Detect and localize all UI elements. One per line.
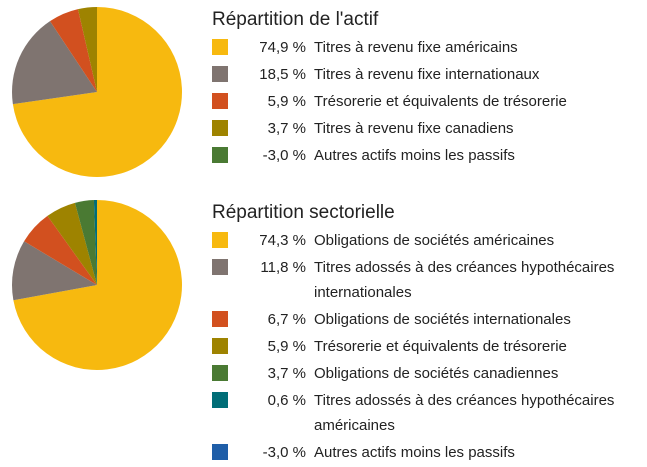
legend-label: Trésorerie et équivalents de trésorerie: [314, 93, 567, 110]
value-label: 6,7 %: [267, 311, 306, 328]
legend-swatch: [212, 444, 228, 460]
value-label: -3,0 %: [262, 147, 306, 164]
legend-label: Titres adossés à des créances hypothécai…: [314, 259, 615, 301]
legend-label: Autres actifs moins les passifs: [314, 444, 515, 461]
value-label: 3,7 %: [267, 120, 306, 137]
legend: Répartition sectorielle 74,3 % Obligations…: [212, 201, 642, 467]
pie-slice: [11, 241, 97, 301]
value-label: 11,8 %: [260, 259, 306, 276]
legend-item: 3,7 % Obligations de sociétés canadiennes: [212, 361, 642, 386]
legend-item: 3,7 % Titres à revenu fixe canadiens: [212, 116, 642, 141]
value-label: 5,9 %: [267, 93, 306, 110]
legend-label: Obligations de sociétés américaines: [314, 232, 555, 249]
legend-swatch: [212, 259, 228, 275]
legend-item: 5,9 % Trésorerie et équivalents de trésor…: [212, 334, 642, 359]
legend-item: 74,9 % Titres à revenu fixe américains: [212, 35, 642, 60]
pie-slice: [12, 7, 182, 177]
legend-swatch: [212, 365, 228, 381]
legend-title: Répartition sectorielle: [212, 202, 395, 223]
pie-slice: [50, 9, 97, 92]
pie-slice: [74, 200, 97, 285]
legend-swatch: [212, 66, 228, 82]
legend-swatch: [212, 232, 228, 248]
value-label: -3,0 %: [262, 444, 306, 461]
legend-item: -3,0 % Autres actifs moins les passifs: [212, 143, 642, 168]
legend-swatch: [212, 147, 228, 163]
pie-slice: [47, 202, 97, 285]
legend-label: Obligations de sociétés canadiennes: [314, 365, 559, 382]
legend-label: Titres à revenu fixe internationaux: [314, 66, 540, 83]
legend-item: 0,6 % Titres adossés à des créances hypot…: [212, 388, 642, 438]
legend-swatch: [212, 338, 228, 354]
legend-label: Trésorerie et équivalents de trésorerie: [314, 338, 567, 355]
pie-slice: [77, 7, 97, 92]
legend-item: 11,8 % Titres adossés à des créances hypo…: [212, 255, 642, 305]
legend-item: 6,7 % Obligations de sociétés internation…: [212, 307, 642, 332]
legend-item: 74,3 % Obligations de sociétés américaine…: [212, 228, 642, 253]
legend-swatch: [212, 120, 228, 136]
value-label: 18,5 %: [259, 66, 306, 83]
pie-slice: [11, 21, 97, 105]
legend-label: Obligations de sociétés internationales: [314, 311, 571, 328]
pie-chart: [11, 7, 182, 177]
legend-swatch: [212, 93, 228, 109]
value-label: 74,9 %: [259, 39, 306, 56]
legend-item: 18,5 % Titres à revenu fixe internationau…: [212, 62, 642, 87]
value-label: 0,6 %: [267, 392, 306, 409]
legend-title: Répartition de l'actif: [212, 9, 379, 30]
legend-label: Autres actifs moins les passifs: [314, 147, 515, 164]
pie-slice: [93, 200, 97, 285]
value-label: 74,3 %: [259, 232, 306, 249]
value-label: 3,7 %: [267, 365, 306, 382]
value-label: 5,9 %: [267, 338, 306, 355]
legend-swatch: [212, 311, 228, 327]
pie-chart: [11, 200, 183, 370]
pie-slice: [13, 200, 183, 370]
legend-item: -3,0 % Autres actifs moins les passifs: [212, 440, 642, 465]
pie-slice: [24, 215, 97, 285]
legend-item: 5,9 % Trésorerie et équivalents de trésor…: [212, 89, 642, 114]
legend-label: Titres à revenu fixe canadiens: [314, 120, 514, 137]
legend-label: Titres adossés à des créances hypothécai…: [314, 392, 615, 434]
legend-swatch: [212, 39, 228, 55]
legend-swatch: [212, 392, 228, 408]
legend: Répartition de l'actif 74,9 % Titres à rev…: [212, 8, 642, 170]
legend-label: Titres à revenu fixe américains: [314, 39, 518, 56]
